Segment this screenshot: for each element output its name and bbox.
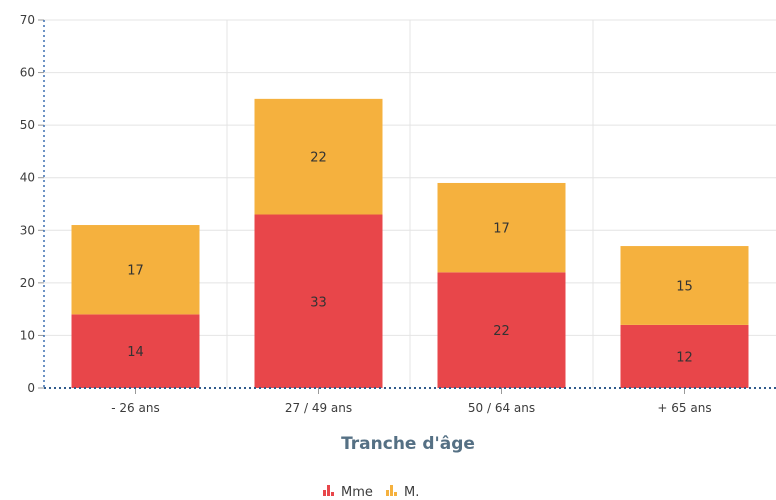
bars bbox=[71, 98, 749, 388]
y-tick-label: 70 bbox=[20, 13, 35, 27]
x-tick-label: 27 / 49 ans bbox=[285, 401, 352, 415]
y-tick-label: 20 bbox=[20, 276, 35, 290]
bar-segment bbox=[437, 272, 566, 388]
y-tick-label: 50 bbox=[20, 118, 35, 132]
x-tick-label: + 65 ans bbox=[657, 401, 711, 415]
data-label: 15 bbox=[676, 279, 693, 294]
data-label: 22 bbox=[493, 324, 510, 339]
y-tick-label: 0 bbox=[27, 381, 35, 395]
x-tick-label: 50 / 64 ans bbox=[468, 401, 535, 415]
bar-segment bbox=[620, 324, 749, 388]
bar-segment bbox=[254, 214, 383, 388]
data-label: 14 bbox=[127, 345, 144, 360]
legend: Mme M. bbox=[323, 485, 419, 500]
bar-chart-icon bbox=[323, 485, 334, 496]
data-labels: 14 17 33 22 22 17 12 15 bbox=[127, 151, 693, 366]
bar-segment bbox=[71, 225, 200, 315]
x-axis-title: Tranche d'âge bbox=[341, 434, 475, 454]
data-label: 22 bbox=[310, 151, 327, 166]
legend-bar bbox=[327, 485, 330, 496]
legend-label: M. bbox=[404, 485, 419, 500]
x-tick-label: - 26 ans bbox=[111, 401, 159, 415]
legend-bar bbox=[394, 492, 397, 496]
data-label: 33 bbox=[310, 295, 327, 310]
y-tick-label: 60 bbox=[20, 66, 35, 80]
bar-segment bbox=[620, 246, 749, 325]
y-tick-label: 40 bbox=[20, 171, 35, 185]
data-label: 12 bbox=[676, 350, 693, 365]
data-label: 17 bbox=[493, 222, 510, 237]
legend-bar bbox=[323, 490, 326, 496]
x-axis: - 26 ans 27 / 49 ans 50 / 64 ans + 65 ans bbox=[44, 387, 776, 415]
bar-chart-icon bbox=[386, 485, 397, 496]
data-label: 17 bbox=[127, 264, 144, 279]
y-tick-label: 10 bbox=[20, 328, 35, 342]
legend-label: Mme bbox=[341, 485, 373, 500]
y-tick-label: 30 bbox=[20, 223, 35, 237]
bar-segment bbox=[437, 182, 566, 273]
legend-bar bbox=[386, 490, 389, 496]
bar-segment bbox=[71, 314, 200, 388]
legend-bar bbox=[390, 485, 393, 496]
y-axis: 0 10 20 30 40 50 60 70 bbox=[20, 13, 45, 395]
bar-segment bbox=[254, 98, 383, 215]
legend-bar bbox=[331, 492, 334, 496]
